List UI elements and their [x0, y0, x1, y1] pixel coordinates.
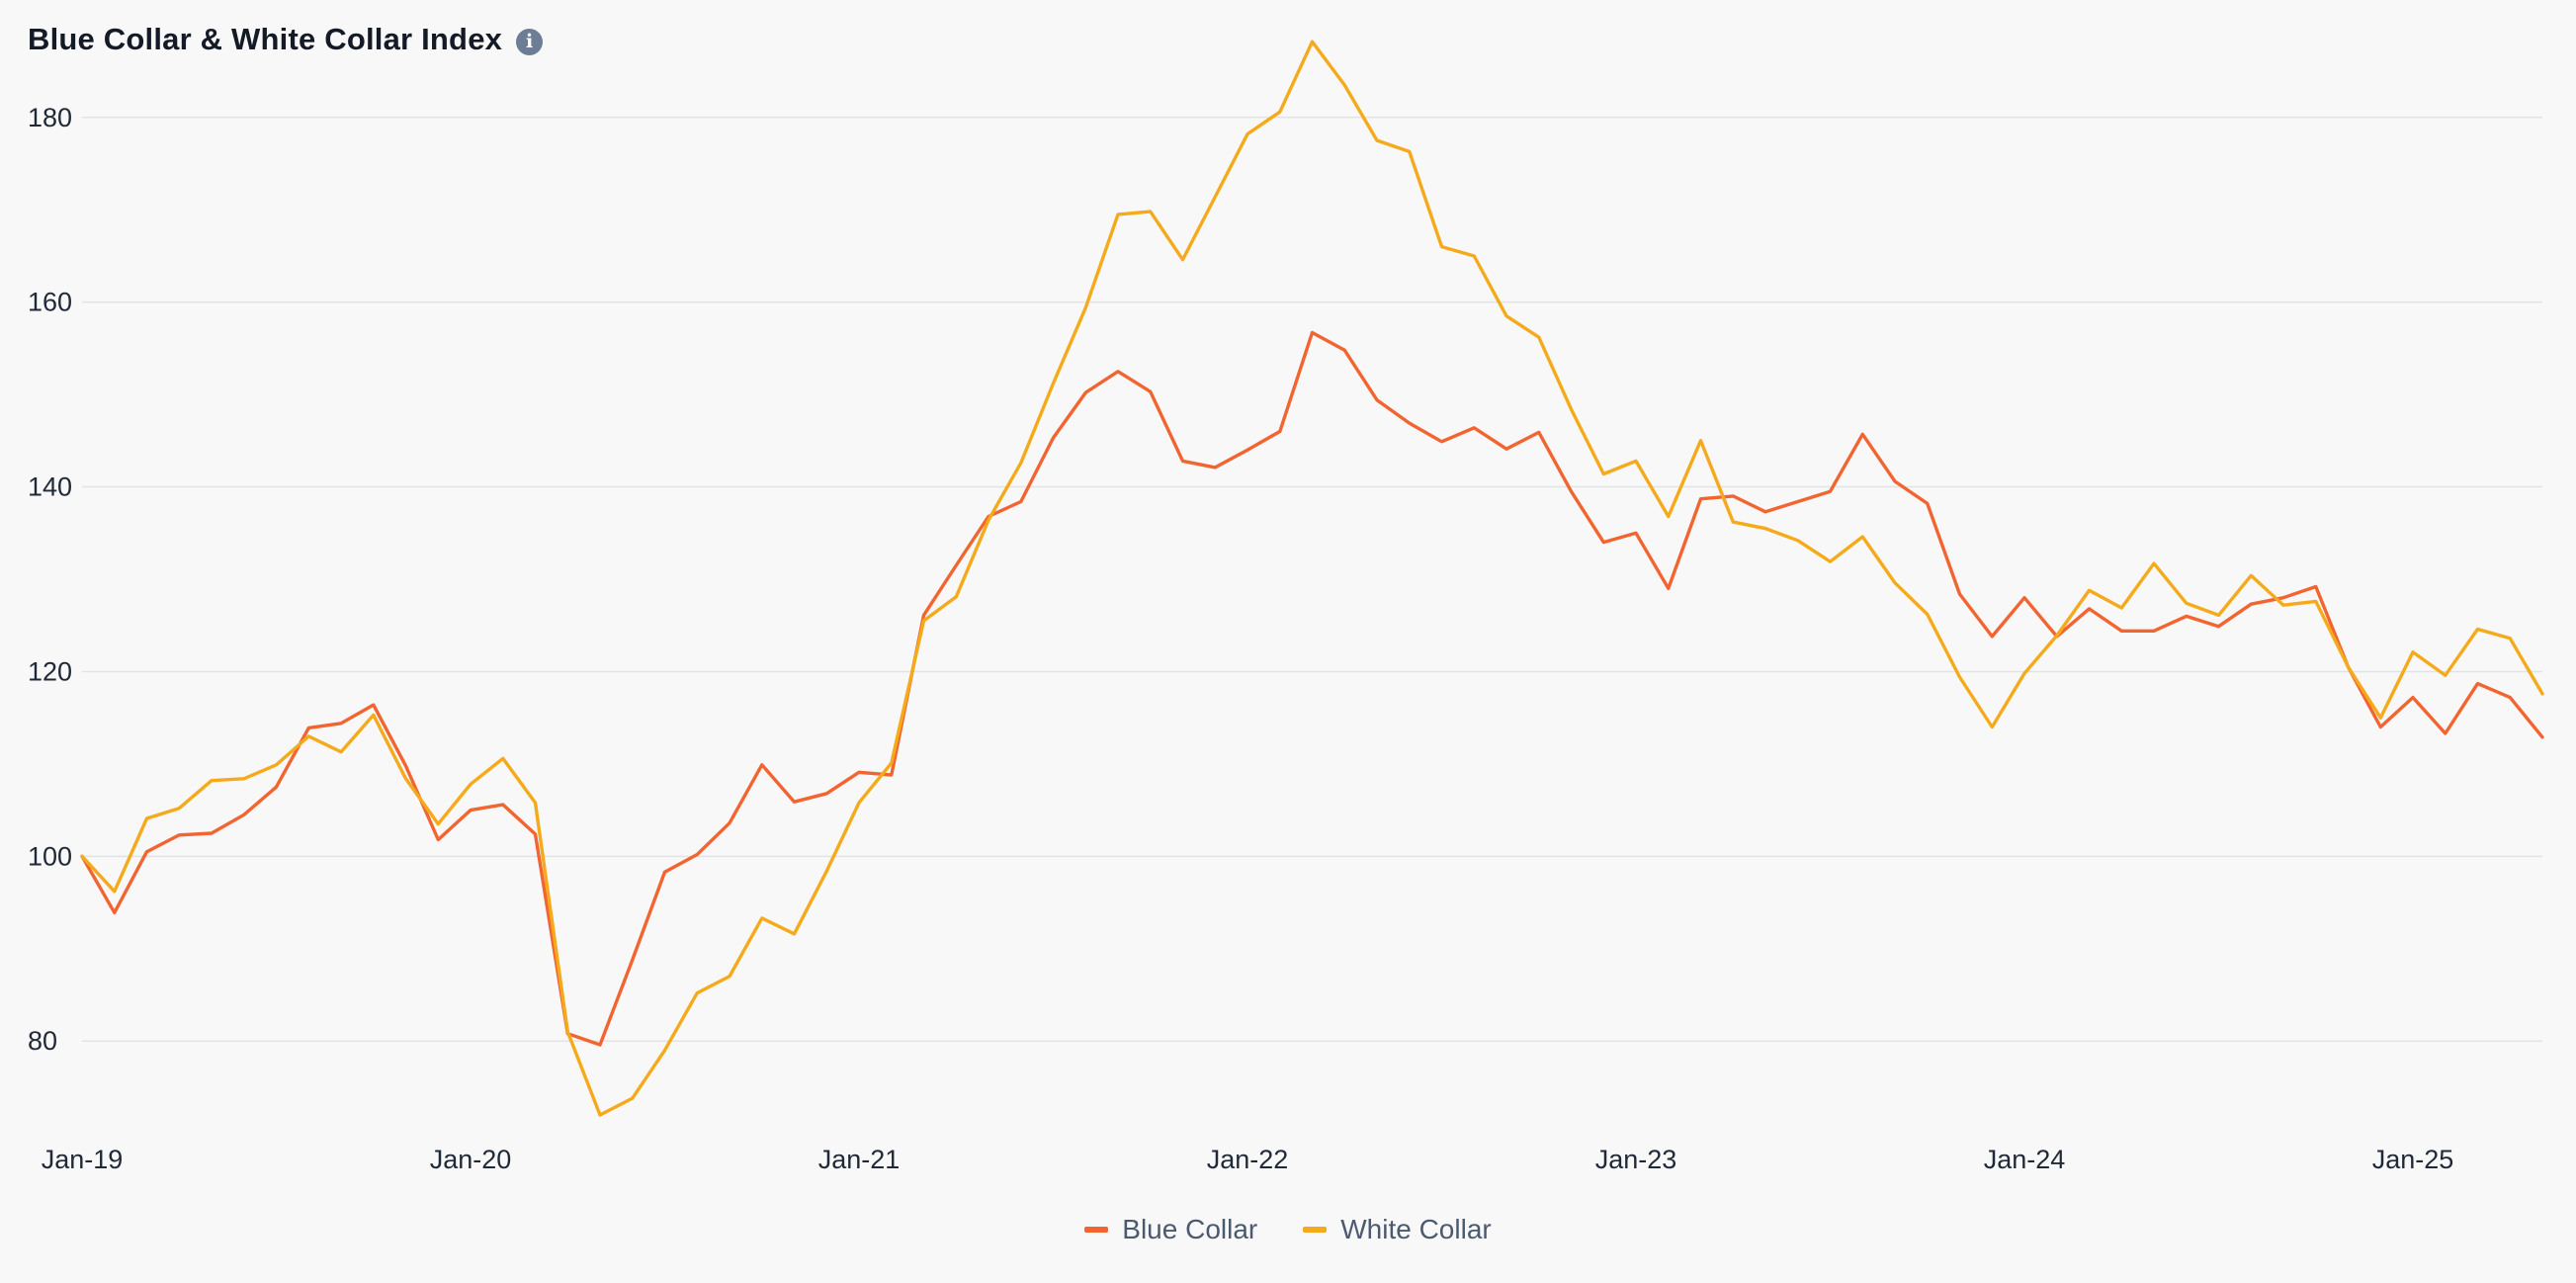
x-tick-label: Jan-23	[1595, 1145, 1677, 1174]
x-tick-label: Jan-22	[1207, 1145, 1289, 1174]
grid-lines	[82, 117, 2542, 1042]
y-tick-label: 140	[28, 472, 72, 502]
info-icon[interactable]: i	[516, 28, 544, 55]
x-tick-label: Jan-24	[1984, 1145, 2066, 1174]
legend-swatch-white-collar	[1303, 1227, 1328, 1233]
x-tick-label: Jan-20	[430, 1145, 512, 1174]
legend-swatch-blue-collar	[1084, 1227, 1109, 1233]
legend-label-white-collar: White Collar	[1340, 1214, 1492, 1244]
y-tick-label: 120	[28, 656, 72, 686]
series-lines	[80, 40, 2544, 1117]
x-axis-ticks: Jan-19 Jan-20 Jan-21 Jan-22 Jan-23 Jan-24 Jan-…	[42, 1145, 2454, 1174]
x-tick-label: Jan-21	[818, 1145, 901, 1174]
y-tick-label: 180	[28, 103, 72, 132]
legend-item-white-collar[interactable]: White Collar	[1303, 1214, 1492, 1245]
y-tick-label: 80	[28, 1026, 57, 1056]
y-axis-ticks: 80 100 120 140 160 180	[28, 103, 72, 1056]
series-line-white-collar[interactable]	[80, 40, 2544, 1117]
legend-item-blue-collar[interactable]: Blue Collar	[1084, 1214, 1257, 1245]
legend-label-blue-collar: Blue Collar	[1122, 1214, 1258, 1244]
x-tick-label: Jan-25	[2372, 1145, 2454, 1174]
chart-title: Blue Collar & White Collar Index	[28, 22, 503, 56]
y-tick-label: 100	[28, 841, 72, 871]
series-line-blue-collar[interactable]	[80, 330, 2544, 1047]
y-tick-label: 160	[28, 288, 72, 317]
chart-legend: Blue Collar White Collar	[0, 1214, 2576, 1245]
x-tick-label: Jan-19	[42, 1145, 124, 1174]
chart-title-row: Blue Collar & White Collar Index i	[28, 18, 544, 61]
